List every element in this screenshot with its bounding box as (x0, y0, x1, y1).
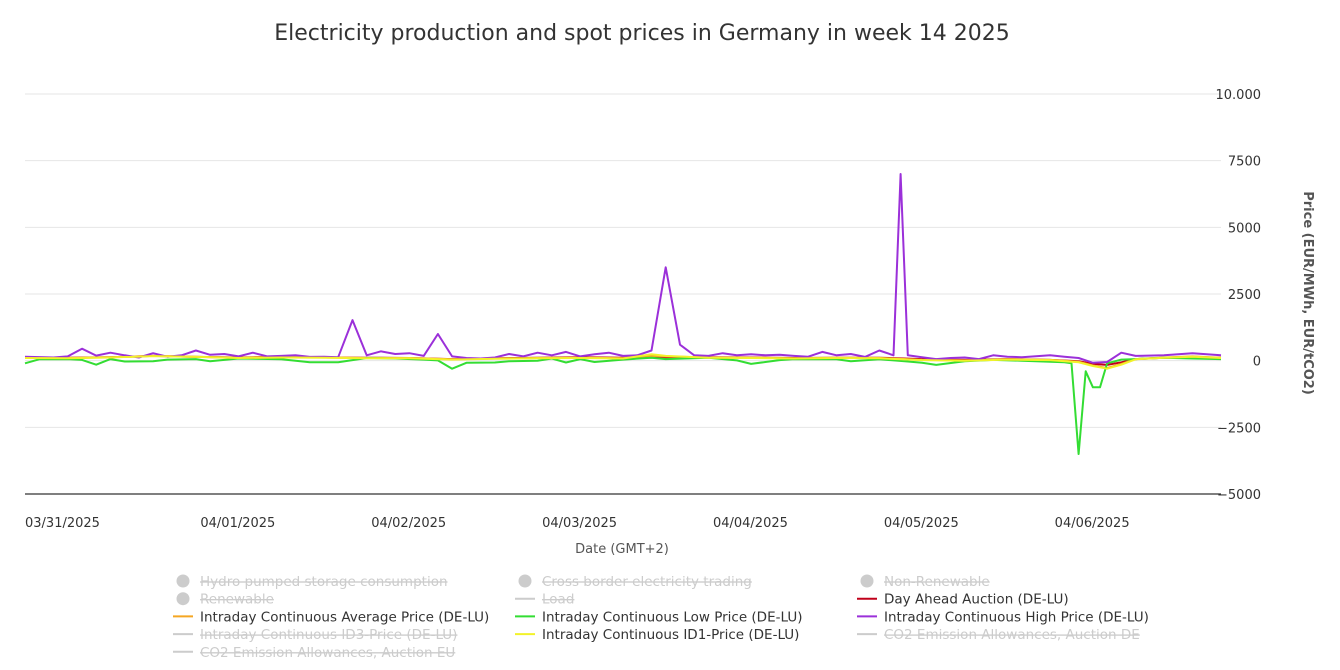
y-tick-label: 7500 (1228, 155, 1261, 170)
legend-item[interactable]: Intraday Continuous ID3-Price (DE-LU) (173, 627, 457, 643)
y-tick-label: 0 (1253, 355, 1261, 370)
legend-label: Intraday Continuous ID1-Price (DE-LU) (542, 627, 799, 643)
y-tick-label: 10.000 (1216, 88, 1262, 103)
legend: Hydro pumped storage consumption Cross bo… (173, 574, 1149, 661)
legend-item[interactable]: Non-Renewable (860, 574, 990, 590)
legend-item[interactable]: CO2 Emission Allowances, Auction DE (857, 627, 1140, 643)
legend-label: Intraday Continuous Average Price (DE-LU… (200, 609, 489, 625)
x-tick-label: 04/02/2025 (371, 516, 446, 531)
x-tick-label: 04/05/2025 (884, 516, 959, 531)
legend-symbol (176, 592, 190, 606)
legend-symbol (518, 574, 532, 588)
series-line-4[interactable] (24, 353, 1222, 370)
x-tick-label: 04/04/2025 (713, 516, 788, 531)
legend-item[interactable]: Intraday Continuous Low Price (DE-LU) (515, 609, 802, 625)
legend-item[interactable]: Intraday Continuous Average Price (DE-LU… (173, 609, 489, 625)
x-axis-title: Date (GMT+2) (575, 542, 669, 557)
y-tick-label: −5000 (1217, 488, 1261, 503)
legend-label: Load (542, 592, 574, 608)
series-line-3[interactable] (24, 173, 1222, 364)
series-lines (24, 173, 1222, 455)
x-tick-label: 04/06/2025 (1055, 516, 1130, 531)
legend-label: Hydro pumped storage consumption (200, 574, 448, 590)
x-tick-label: 04/03/2025 (542, 516, 617, 531)
legend-item[interactable]: Day Ahead Auction (DE-LU) (857, 592, 1069, 608)
y-tick-label: 5000 (1228, 221, 1261, 236)
y-axis: 10.000 7500 5000 2500 0 −2500 −5000 (1216, 88, 1262, 503)
x-tick-label: 03/31/2025 (25, 516, 100, 531)
series-line-2[interactable] (24, 356, 1222, 455)
x-axis: 03/31/2025 04/01/2025 04/02/2025 04/03/2025… (25, 516, 1130, 531)
x-tick-label: 04/01/2025 (200, 516, 275, 531)
legend-item[interactable]: Hydro pumped storage consumption (176, 574, 448, 590)
legend-label: Intraday Continuous Low Price (DE-LU) (542, 609, 802, 625)
legend-label: Cross border electricity trading (542, 574, 752, 590)
legend-label: CO2 Emission Allowances, Auction DE (884, 627, 1140, 643)
chart-title: Electricity production and spot prices i… (274, 21, 1009, 46)
legend-label: Non-Renewable (884, 574, 990, 590)
legend-label: Day Ahead Auction (DE-LU) (884, 592, 1069, 608)
y-tick-label: −2500 (1217, 421, 1261, 436)
legend-item[interactable]: Cross border electricity trading (518, 574, 752, 590)
legend-item[interactable]: CO2 Emission Allowances, Auction EU (173, 645, 455, 661)
legend-item[interactable]: Intraday Continuous High Price (DE-LU) (857, 609, 1149, 625)
legend-item[interactable]: Renewable (176, 592, 274, 608)
legend-label: Intraday Continuous ID3-Price (DE-LU) (200, 627, 457, 643)
y-axis-title: Price (EUR/MWh, EUR/tCO2) (1300, 191, 1315, 395)
legend-symbol (176, 574, 190, 588)
legend-label: CO2 Emission Allowances, Auction EU (200, 645, 455, 661)
legend-label: Intraday Continuous High Price (DE-LU) (884, 609, 1149, 625)
legend-item[interactable]: Intraday Continuous ID1-Price (DE-LU) (515, 627, 799, 643)
y-tick-label: 2500 (1228, 288, 1261, 303)
grid-lines (25, 93, 1221, 495)
legend-symbol (860, 574, 874, 588)
legend-item[interactable]: Load (515, 592, 574, 608)
legend-label: Renewable (200, 592, 274, 608)
